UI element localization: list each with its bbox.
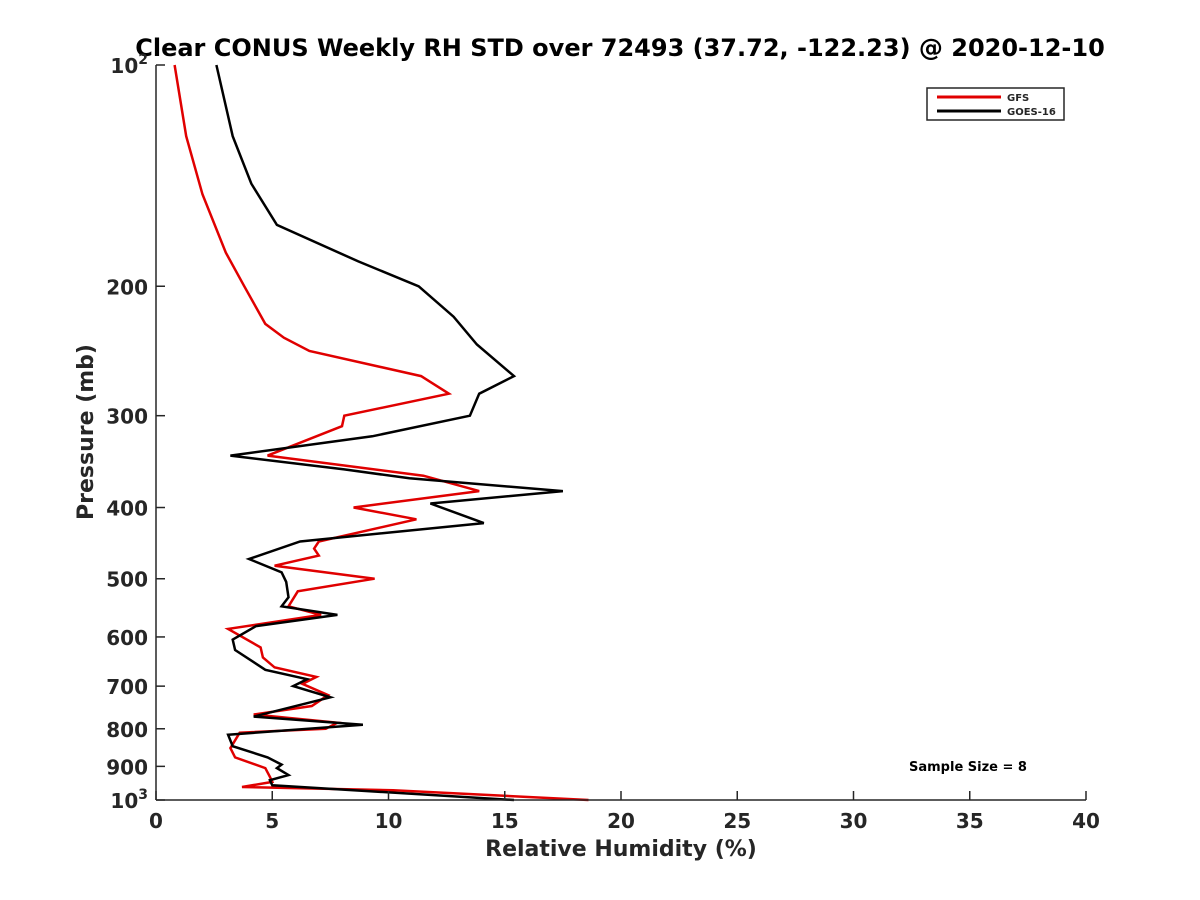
legend-box [926,87,1065,121]
y-tick-label: 400 [106,497,148,521]
legend-label-goes16: GOES-16 [1007,107,1056,118]
sample-size-annotation: Sample Size = 8 [909,760,1027,775]
y-tick-label: 600 [106,626,148,650]
y-tick-label: 102 [110,52,148,78]
y-tick-label: 700 [106,675,148,699]
y-tick-label: 900 [106,755,148,779]
x-tick-label: 40 [1072,809,1100,833]
series-line-goes16 [215,64,564,802]
y-tick-label: 800 [106,718,148,742]
series-line-gfs [173,64,589,802]
y-tick-label: 103 [110,787,148,813]
x-tick-label: 35 [956,809,984,833]
x-tick-label: 20 [607,809,635,833]
legend-label-gfs: GFS [1007,93,1029,104]
x-tick-label: 25 [723,809,751,833]
series-layer [173,64,589,802]
legend: GFS GOES-16 [926,87,1065,121]
x-tick-label: 10 [375,809,403,833]
chart-title: Clear CONUS Weekly RH STD over 72493 (37… [135,34,1105,62]
y-tick-label: 300 [106,405,148,429]
x-axis-label: Relative Humidity (%) [485,837,757,862]
x-tick-label: 15 [491,809,519,833]
y-axis-label: Pressure (mb) [74,344,99,520]
y-tick-label: 500 [106,568,148,592]
plot-area [156,65,1086,800]
x-tick-label: 5 [265,809,279,833]
y-ticks: 102 200 300 400 500 600 700 800 900 103 [106,52,165,813]
y-tick-label: 200 [106,275,148,299]
x-tick-label: 30 [840,809,868,833]
x-tick-label: 0 [149,809,163,833]
x-ticks: 0 5 10 15 20 25 30 35 40 [149,791,1100,833]
